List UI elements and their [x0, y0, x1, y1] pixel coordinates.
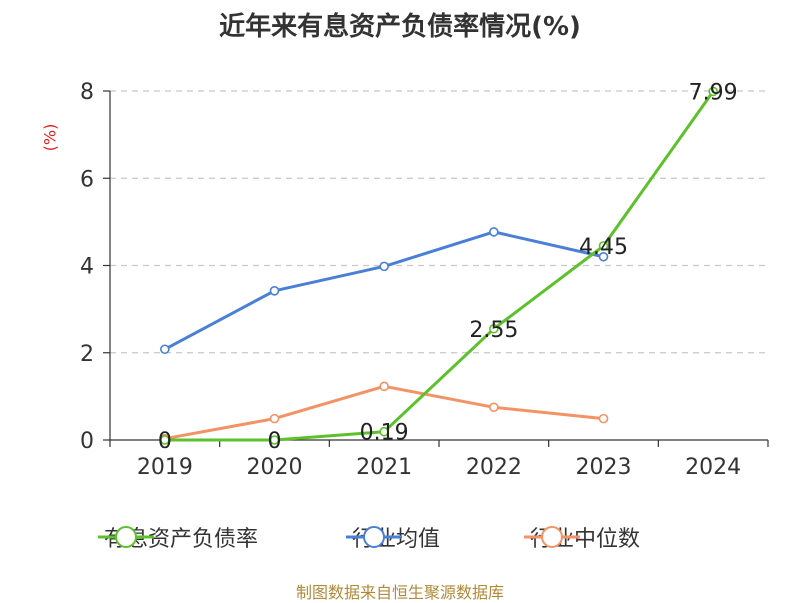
data-point-series-0-0: [160, 435, 170, 445]
x-tick-label-3: 2022: [466, 455, 522, 480]
data-point-series-2-4: [598, 413, 609, 424]
legend-swatch-series-2: [524, 526, 580, 548]
y-tick-label-3: 6: [80, 167, 94, 192]
data-point-series-0-4: [598, 241, 609, 251]
y-tick-label-0: 0: [80, 429, 94, 454]
legend-item-series-1[interactable]: 行业均值: [346, 521, 440, 553]
y-tick-label-1: 2: [80, 342, 94, 367]
data-point-series-0-5: [708, 86, 718, 97]
x-tick-label-0: 2019: [137, 455, 193, 480]
data-label-series-0-0: 0: [158, 429, 172, 454]
data-point-series-0-1: [269, 435, 280, 445]
source-footer: 制图数据来自恒生聚源数据库: [295, 583, 504, 602]
legend-item-series-2[interactable]: 行业中位数: [524, 521, 640, 553]
series-line-0: [164, 90, 715, 442]
data-point-series-1-4: [598, 251, 609, 262]
y-tick-label-2: 4: [80, 255, 94, 280]
data-point-series-0-3: [489, 323, 499, 334]
legend-swatch-series-1: [346, 526, 402, 548]
data-point-series-1-1: [269, 286, 280, 296]
y-tick-label-4: 8: [80, 80, 94, 105]
data-label-series-0-5: 7.99: [689, 80, 738, 105]
chart-title: 近年来有息资产负债率情况(%): [219, 12, 581, 42]
data-point-series-1-0: [160, 344, 170, 355]
data-point-series-2-2: [379, 381, 389, 392]
legend-swatch-marker-2: [541, 526, 563, 548]
series-line-1: [164, 230, 604, 351]
data-point-series-1-2: [379, 261, 389, 272]
data-point-series-2-1: [269, 413, 280, 424]
legend-swatch-series-0: [98, 526, 154, 548]
x-tick-label-5: 2024: [685, 455, 741, 480]
data-label-series-0-3: 2.55: [469, 318, 518, 343]
legend-item-series-0[interactable]: 有息资产负债率: [98, 521, 258, 553]
legend-swatch-marker-0: [115, 526, 137, 548]
data-label-series-0-1: 0: [268, 429, 282, 454]
x-tick-label-4: 2023: [576, 455, 632, 480]
data-point-series-0-2: [379, 426, 389, 437]
x-tick-label-2: 2021: [356, 455, 412, 480]
legend-swatch-marker-1: [363, 526, 385, 548]
data-label-series-0-4: 4.45: [579, 235, 628, 260]
data-label-series-0-2: 0.19: [360, 421, 409, 446]
x-tick-label-1: 2020: [247, 455, 303, 480]
data-point-series-2-3: [489, 402, 499, 413]
chart-legend: 有息资产负债率 行业均值 行业中位数: [0, 521, 800, 553]
data-point-series-1-3: [489, 227, 499, 237]
